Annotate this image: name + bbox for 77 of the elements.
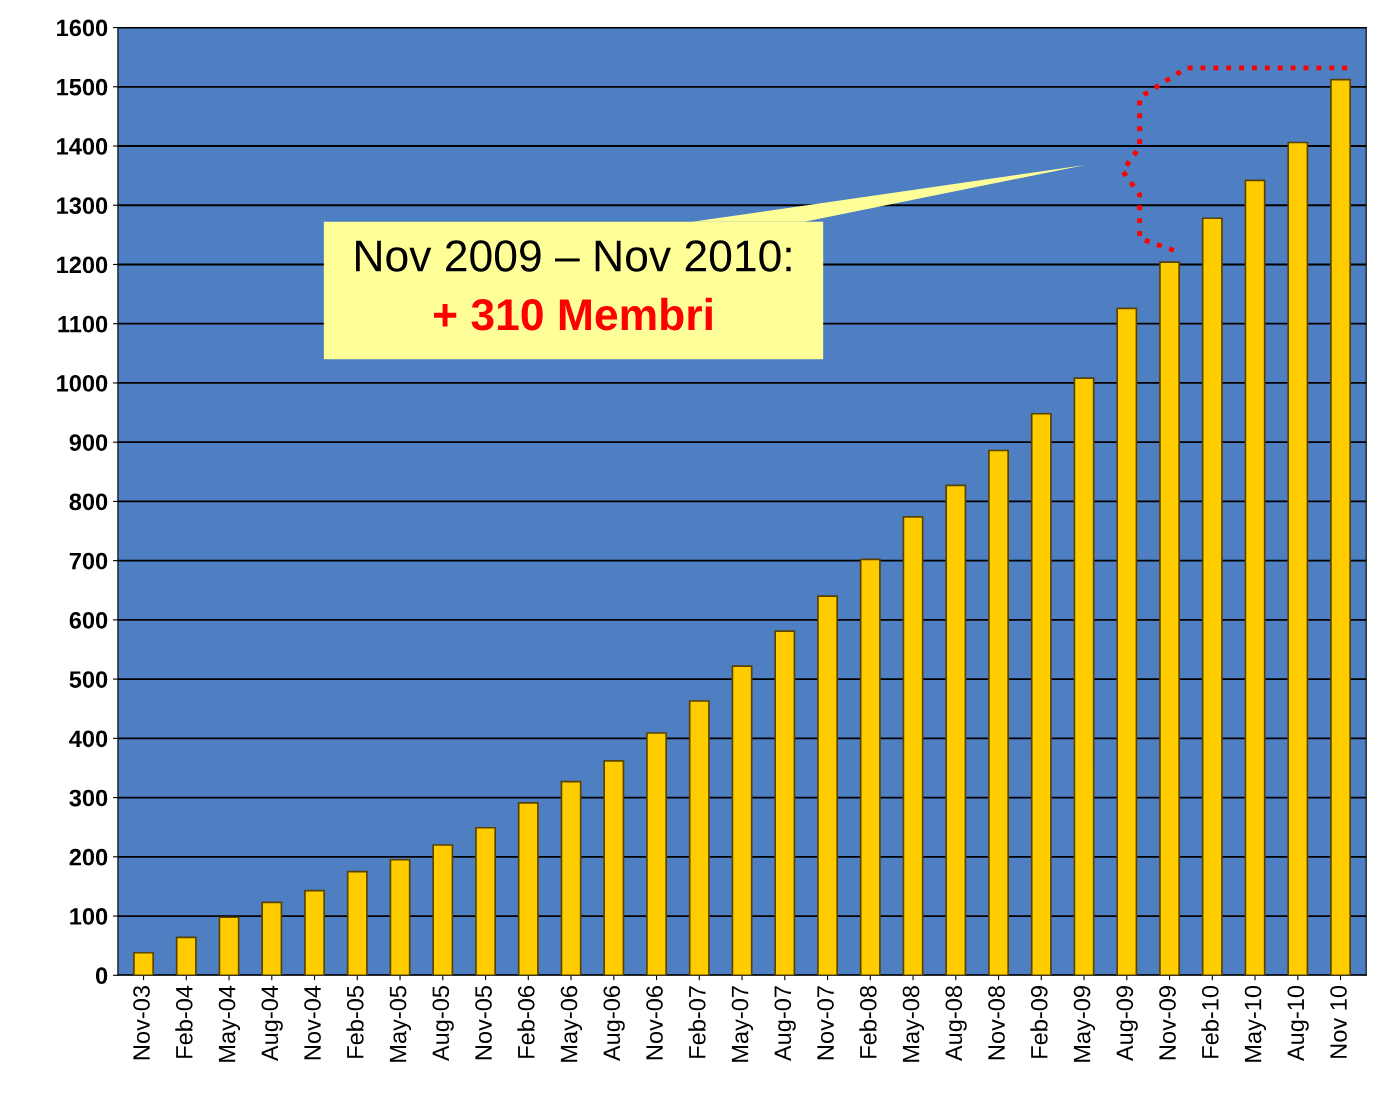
x-tick-label: Aug-07 xyxy=(774,986,796,1062)
bar xyxy=(261,901,283,976)
x-tick-label: Aug-05 xyxy=(432,985,454,1062)
y-tick-label: 200 xyxy=(69,848,108,866)
bar xyxy=(1073,377,1095,976)
bar xyxy=(646,732,667,976)
bar xyxy=(1330,78,1351,976)
x-tick-label: Nov-07 xyxy=(817,986,834,1060)
x-tick-label: Nov-03 xyxy=(133,986,150,1060)
y-tick-label: 1100 xyxy=(58,315,108,333)
y-tick-label: 1000 xyxy=(57,375,108,392)
x-tick-label: Nov-04 xyxy=(304,985,321,1060)
x-tick-label: May-10 xyxy=(1244,985,1267,1062)
bar xyxy=(1030,412,1052,976)
bar xyxy=(774,630,796,976)
x-tick-label: Nov-06 xyxy=(646,986,663,1060)
x-tick-label: Nov-09 xyxy=(1159,986,1176,1060)
x-tick-label: May-04 xyxy=(218,985,241,1062)
x-tick-label: Aug-04 xyxy=(261,985,283,1062)
y-tick-label: 1400 xyxy=(57,138,108,155)
x-tick-label: May-07 xyxy=(731,986,754,1062)
x-tick-label: Nov 10 xyxy=(1330,985,1347,1058)
x-tick-label: May-05 xyxy=(389,985,412,1062)
bar xyxy=(389,858,411,976)
bar xyxy=(859,558,881,976)
bar xyxy=(1116,307,1138,976)
bar xyxy=(475,826,496,976)
annotation: Nov 2009 – Nov 2010: xyxy=(356,240,791,272)
x-tick-label: Aug-10 xyxy=(1287,985,1309,1062)
bar xyxy=(175,936,197,976)
bar xyxy=(817,595,838,976)
bar xyxy=(133,951,154,976)
bar xyxy=(1244,179,1266,976)
y-tick-label: 700 xyxy=(69,552,108,570)
x-tick-label: Feb-08 xyxy=(859,986,877,1058)
bar xyxy=(945,484,967,976)
x-tick-label: Aug-09 xyxy=(1116,986,1138,1062)
y-tick-label: 1600 xyxy=(57,19,108,37)
y-tick-label: 1200 xyxy=(57,256,108,274)
y-tick-label: 100 xyxy=(70,908,108,925)
bar xyxy=(218,916,240,976)
y-tick-label: 300 xyxy=(69,789,108,807)
bar xyxy=(1159,261,1180,976)
x-tick-label: Aug-08 xyxy=(945,986,967,1062)
y-tick-label: 800 xyxy=(69,493,108,511)
bar xyxy=(1201,217,1223,976)
y-tick-label: 1300 xyxy=(57,197,108,215)
x-tick-label: May-06 xyxy=(560,986,583,1062)
x-tick-label: Feb-09 xyxy=(1030,986,1048,1058)
bar xyxy=(902,515,924,976)
x-tick-label: Aug-06 xyxy=(603,986,625,1062)
x-tick-label: May-08 xyxy=(902,986,925,1062)
y-tick-label: 0 xyxy=(95,967,108,985)
bar xyxy=(560,780,582,976)
bar xyxy=(1287,141,1309,976)
y-tick-label: 600 xyxy=(69,611,108,629)
x-tick-label: Feb-07 xyxy=(688,986,706,1058)
x-tick-label: Nov-08 xyxy=(988,986,1005,1060)
bar xyxy=(346,870,368,976)
bar xyxy=(731,665,753,976)
bar xyxy=(603,760,625,976)
x-tick-label: Feb-05 xyxy=(346,985,364,1058)
annotation: + 310 Membri xyxy=(433,297,712,331)
x-tick-label: May-09 xyxy=(1073,986,1096,1062)
bar xyxy=(988,449,1009,976)
y-tick-label: 1500 xyxy=(57,78,108,96)
bar xyxy=(517,802,539,976)
y-tick-label: 400 xyxy=(69,730,108,748)
x-tick-label: Feb-04 xyxy=(175,985,193,1058)
y-tick-label: 500 xyxy=(69,671,108,688)
x-tick-label: Feb-10 xyxy=(1201,985,1219,1058)
x-tick-label: Nov-05 xyxy=(475,985,492,1060)
y-tick-label: 900 xyxy=(69,434,108,451)
bar xyxy=(688,700,710,976)
x-tick-label: Feb-06 xyxy=(517,986,535,1058)
bar xyxy=(432,844,454,976)
bar xyxy=(304,889,325,976)
